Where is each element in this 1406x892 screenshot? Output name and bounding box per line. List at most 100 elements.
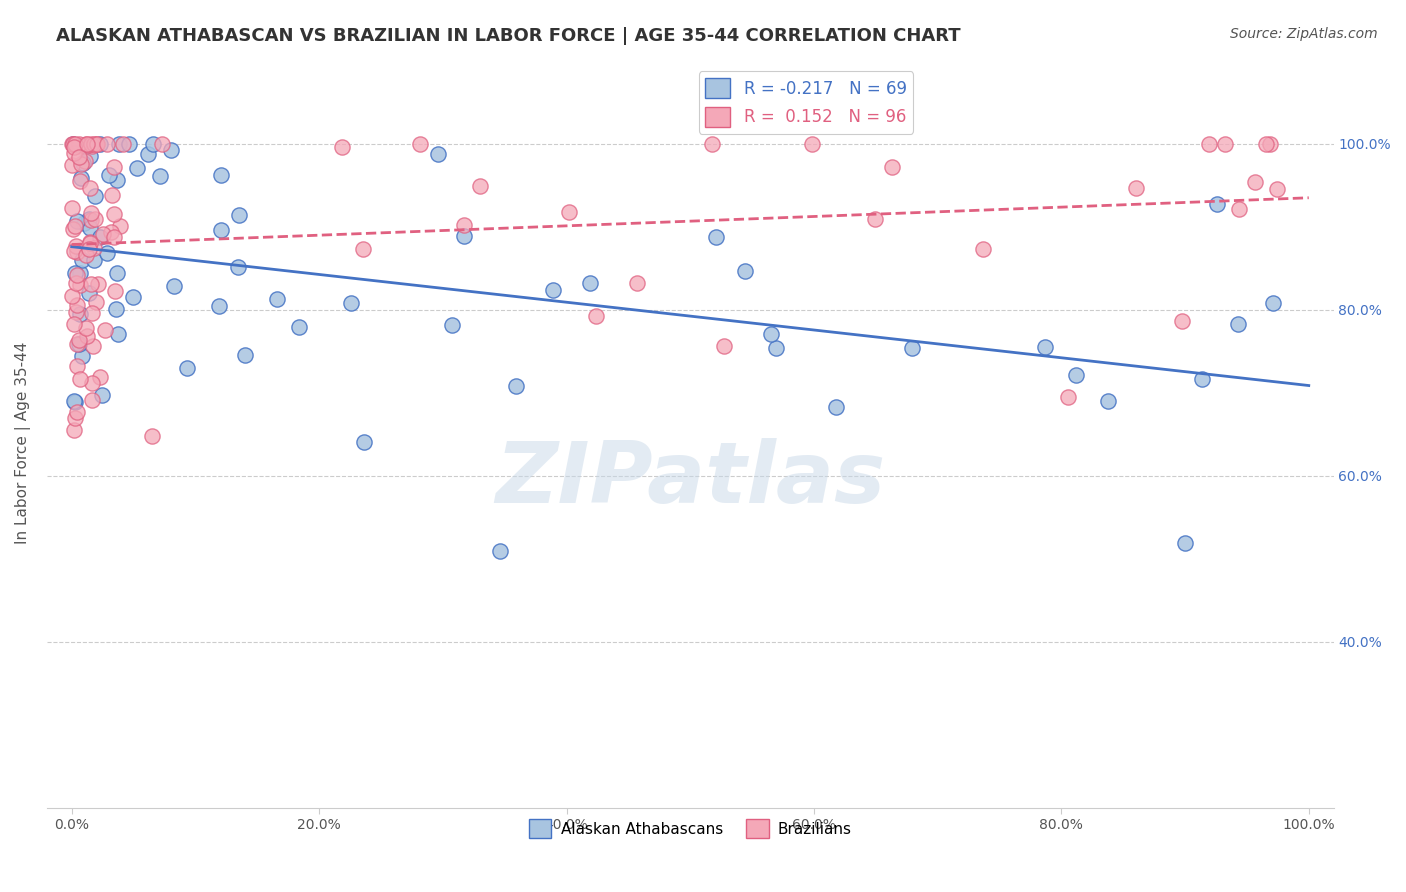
Alaskan Athabascans bbox=[541, 283, 564, 297]
Alaskan Athabascans bbox=[1033, 340, 1056, 354]
Alaskan Athabascans bbox=[765, 341, 787, 355]
Brazilians bbox=[352, 242, 374, 256]
Brazilians bbox=[111, 136, 134, 151]
Brazilians bbox=[882, 161, 904, 175]
Brazilians bbox=[141, 429, 163, 443]
Alaskan Athabascans bbox=[441, 318, 464, 333]
Brazilians bbox=[557, 205, 579, 219]
Text: ALASKAN ATHABASCAN VS BRAZILIAN IN LABOR FORCE | AGE 35-44 CORRELATION CHART: ALASKAN ATHABASCAN VS BRAZILIAN IN LABOR… bbox=[56, 27, 960, 45]
Brazilians bbox=[63, 244, 86, 258]
Alaskan Athabascans bbox=[90, 388, 112, 402]
Brazilians bbox=[60, 201, 83, 215]
Alaskan Athabascans bbox=[761, 326, 783, 341]
Brazilians bbox=[66, 359, 89, 374]
Alaskan Athabascans bbox=[453, 228, 475, 243]
Alaskan Athabascans bbox=[105, 266, 128, 280]
Text: ZIPatlas: ZIPatlas bbox=[495, 438, 886, 521]
Alaskan Athabascans bbox=[63, 395, 86, 409]
Alaskan Athabascans bbox=[79, 149, 101, 163]
Alaskan Athabascans bbox=[67, 337, 90, 351]
Alaskan Athabascans bbox=[266, 292, 288, 306]
Brazilians bbox=[62, 423, 84, 437]
Alaskan Athabascans bbox=[288, 320, 311, 334]
Alaskan Athabascans bbox=[69, 266, 91, 280]
Brazilians bbox=[84, 136, 107, 151]
Alaskan Athabascans bbox=[63, 266, 86, 280]
Alaskan Athabascans bbox=[489, 543, 512, 558]
Brazilians bbox=[79, 181, 101, 195]
Brazilians bbox=[67, 139, 90, 153]
Brazilians bbox=[865, 212, 887, 227]
Alaskan Athabascans bbox=[734, 264, 756, 278]
Brazilians bbox=[66, 336, 89, 351]
Brazilians bbox=[66, 268, 89, 282]
Brazilians bbox=[80, 136, 103, 151]
Brazilians bbox=[80, 206, 103, 220]
Brazilians bbox=[76, 136, 98, 151]
Alaskan Athabascans bbox=[72, 216, 94, 230]
Brazilians bbox=[75, 248, 97, 262]
Brazilians bbox=[800, 136, 823, 151]
Brazilians bbox=[60, 289, 83, 303]
Brazilians bbox=[63, 410, 86, 425]
Brazilians bbox=[409, 136, 432, 151]
Alaskan Athabascans bbox=[1097, 393, 1119, 408]
Y-axis label: In Labor Force | Age 35-44: In Labor Force | Age 35-44 bbox=[15, 342, 31, 544]
Brazilians bbox=[1198, 136, 1220, 151]
Alaskan Athabascans bbox=[72, 155, 94, 169]
Brazilians bbox=[103, 160, 125, 174]
Brazilians bbox=[82, 339, 104, 353]
Brazilians bbox=[1171, 314, 1194, 328]
Alaskan Athabascans bbox=[118, 136, 141, 151]
Brazilians bbox=[972, 242, 994, 256]
Brazilians bbox=[150, 136, 173, 151]
Brazilians bbox=[66, 245, 89, 260]
Brazilians bbox=[65, 276, 87, 290]
Brazilians bbox=[77, 242, 100, 256]
Brazilians bbox=[1056, 390, 1078, 404]
Brazilians bbox=[94, 323, 117, 337]
Alaskan Athabascans bbox=[353, 434, 375, 449]
Text: Source: ZipAtlas.com: Source: ZipAtlas.com bbox=[1230, 27, 1378, 41]
Brazilians bbox=[69, 277, 91, 292]
Brazilians bbox=[69, 157, 91, 171]
Alaskan Athabascans bbox=[1206, 197, 1229, 211]
Brazilians bbox=[1265, 182, 1288, 196]
Brazilians bbox=[63, 146, 86, 161]
Brazilians bbox=[626, 276, 648, 290]
Brazilians bbox=[86, 136, 108, 151]
Alaskan Athabascans bbox=[105, 173, 128, 187]
Brazilians bbox=[103, 207, 125, 221]
Brazilians bbox=[468, 179, 491, 194]
Brazilians bbox=[83, 136, 105, 151]
Alaskan Athabascans bbox=[63, 393, 86, 408]
Alaskan Athabascans bbox=[1226, 317, 1249, 331]
Brazilians bbox=[80, 306, 103, 320]
Alaskan Athabascans bbox=[66, 214, 89, 228]
Brazilians bbox=[585, 310, 607, 324]
Brazilians bbox=[69, 173, 91, 187]
Alaskan Athabascans bbox=[107, 326, 129, 341]
Alaskan Athabascans bbox=[825, 400, 848, 414]
Alaskan Athabascans bbox=[163, 278, 186, 293]
Brazilians bbox=[89, 369, 111, 384]
Brazilians bbox=[62, 221, 84, 235]
Brazilians bbox=[80, 277, 103, 291]
Alaskan Athabascans bbox=[226, 260, 249, 274]
Brazilians bbox=[1227, 202, 1250, 217]
Brazilians bbox=[82, 139, 104, 153]
Alaskan Athabascans bbox=[97, 169, 120, 183]
Brazilians bbox=[330, 139, 353, 153]
Brazilians bbox=[80, 393, 103, 408]
Brazilians bbox=[62, 140, 84, 154]
Alaskan Athabascans bbox=[1191, 372, 1213, 386]
Alaskan Athabascans bbox=[209, 223, 232, 237]
Alaskan Athabascans bbox=[70, 171, 93, 186]
Brazilians bbox=[76, 320, 98, 334]
Alaskan Athabascans bbox=[96, 245, 118, 260]
Brazilians bbox=[1213, 136, 1236, 151]
Brazilians bbox=[83, 211, 105, 226]
Brazilians bbox=[67, 333, 90, 347]
Brazilians bbox=[69, 136, 91, 151]
Brazilians bbox=[702, 136, 724, 151]
